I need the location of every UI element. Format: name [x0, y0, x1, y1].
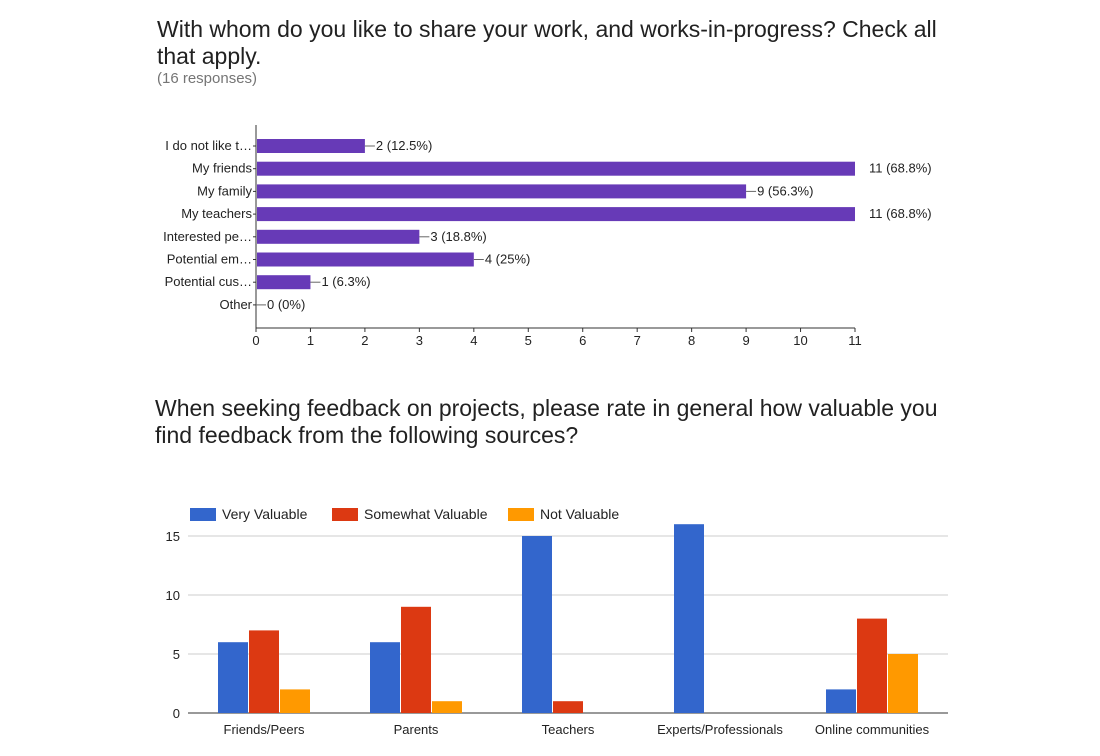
category-label: Parents — [394, 722, 439, 737]
category-label: Interested pe… — [163, 229, 252, 244]
bar — [257, 275, 311, 290]
bar — [257, 229, 420, 244]
x-tick-label: 9 — [742, 333, 749, 348]
x-tick-label: 3 — [416, 333, 423, 348]
bar — [888, 654, 918, 713]
x-tick-label: 10 — [793, 333, 807, 348]
category-label: Other — [219, 297, 252, 312]
x-tick-label: 7 — [634, 333, 641, 348]
category-label: Potential cus… — [165, 274, 252, 289]
category-label: I do not like t… — [165, 138, 252, 153]
bar — [553, 701, 583, 713]
data-label: 2 (12.5%) — [376, 138, 432, 153]
bar — [280, 689, 310, 713]
legend-label: Not Valuable — [540, 506, 619, 522]
bar — [401, 606, 431, 713]
y-tick-label: 0 — [173, 706, 180, 721]
bar — [826, 689, 856, 713]
data-label: 9 (56.3%) — [757, 183, 813, 198]
bar — [674, 524, 704, 713]
data-label: 0 (0%) — [267, 297, 305, 312]
x-tick-label: 8 — [688, 333, 695, 348]
category-label: My teachers — [181, 206, 252, 221]
x-tick-label: 6 — [579, 333, 586, 348]
data-label: 4 (25%) — [485, 252, 531, 267]
bar — [432, 701, 462, 713]
legend-label: Very Valuable — [222, 506, 308, 522]
category-label: My family — [197, 183, 252, 198]
bar — [257, 207, 855, 222]
bar — [257, 161, 855, 176]
bar — [370, 642, 400, 713]
bar — [857, 618, 887, 713]
category-label: My friends — [192, 161, 252, 176]
bar — [257, 139, 365, 153]
x-tick-label: 1 — [307, 333, 314, 348]
bar — [522, 536, 552, 713]
bar — [249, 630, 279, 713]
x-tick-label: 5 — [525, 333, 532, 348]
legend-label: Somewhat Valuable — [364, 506, 488, 522]
category-label: Experts/Professionals — [657, 722, 783, 737]
chart1-subtitle: (16 responses) — [157, 70, 258, 87]
chart1-svg: I do not like t… 2 (12.5%)My friends 11 (6… — [163, 125, 932, 348]
category-label: Online communities — [815, 722, 930, 737]
x-tick-label: 4 — [470, 333, 477, 348]
data-label: 11 (68.8%) — [869, 161, 932, 176]
y-tick-label: 10 — [166, 588, 180, 603]
x-tick-label: 11 — [848, 333, 862, 348]
chart2-title: When seeking feedback on projects, pleas… — [155, 395, 938, 448]
data-label: 1 (6.3%) — [321, 274, 370, 289]
data-label: 11 (68.8%) — [869, 206, 932, 221]
y-tick-label: 5 — [173, 647, 180, 662]
legend-swatch — [332, 508, 358, 521]
bar — [218, 642, 248, 713]
bar — [257, 184, 747, 199]
y-tick-label: 15 — [166, 529, 180, 544]
x-tick-label: 2 — [361, 333, 368, 348]
legend-swatch — [508, 508, 534, 521]
legend-swatch — [190, 508, 216, 521]
data-label: 3 (18.8%) — [430, 229, 486, 244]
category-label: Teachers — [542, 722, 595, 737]
bar — [257, 252, 474, 267]
chart1-title: With whom do you like to share your work… — [157, 16, 937, 69]
category-label: Friends/Peers — [224, 722, 305, 737]
x-tick-label: 0 — [252, 333, 259, 348]
category-label: Potential em… — [167, 252, 252, 267]
